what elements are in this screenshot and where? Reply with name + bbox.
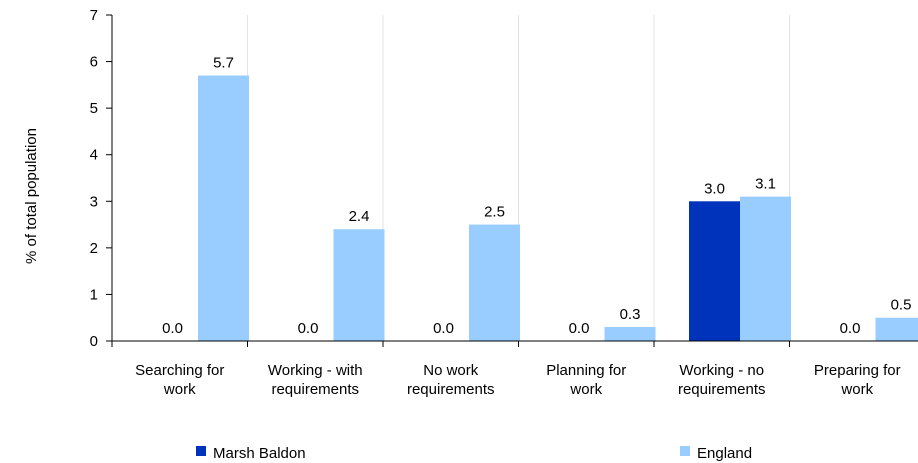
x-tick-label-line: requirements [678, 381, 766, 398]
legend-label: Marsh Baldon [213, 445, 306, 462]
bar-value-label: 5.7 [213, 55, 234, 72]
bar-value-label: 0.0 [433, 320, 454, 337]
bar [198, 75, 249, 342]
legend-swatch [680, 446, 690, 456]
y-axis-title: % of total population [23, 128, 40, 264]
bar-value-label: 2.5 [484, 204, 505, 221]
x-axis: Searching for work Working - with requireme… [106, 340, 918, 398]
y-tick-label: 2 [90, 240, 98, 257]
x-tick-label: Preparing for work [814, 362, 901, 398]
x-tick-label-line: Working - no [679, 362, 764, 379]
x-tick-label-line: Searching for [135, 362, 224, 379]
x-tick-label: Working - no requirements [678, 362, 766, 398]
x-tick-label-line: Planning for [546, 362, 626, 379]
x-tick-label: No work requirements [407, 362, 495, 398]
y-tick-label: 1 [90, 286, 98, 303]
bar [333, 229, 385, 341]
x-tick-label-line: work [163, 381, 196, 398]
legend-label: England [697, 445, 752, 462]
bar-value-label: 0.0 [569, 320, 590, 337]
y-tick-label: 5 [90, 100, 98, 117]
legend: Marsh Baldon England [196, 445, 752, 462]
x-tick-label-line: work [840, 381, 873, 398]
bar-value-label: 0.0 [298, 320, 319, 337]
bar [740, 196, 791, 341]
value-labels: 0.0 5.7 0.0 2.4 0.0 2.5 0.0 0.3 3.0 3.1 0.0 0.5 [162, 55, 911, 337]
bar-value-label: 3.1 [755, 176, 776, 193]
x-tick-label-line: work [569, 381, 602, 398]
y-tick-label: 0 [90, 333, 98, 350]
bar [604, 327, 656, 341]
x-tick-label-line: requirements [407, 381, 495, 398]
bar-value-label: 2.4 [349, 208, 370, 225]
x-tick-label: Searching for work [135, 362, 224, 398]
bar-value-label: 3.0 [704, 180, 725, 197]
y-tick-label: 7 [90, 7, 98, 24]
bar-value-label: 0.5 [891, 297, 912, 314]
bars [198, 75, 918, 342]
bar [469, 224, 520, 341]
x-tick-label-line: requirements [271, 381, 359, 398]
bar-value-label: 0.0 [162, 320, 183, 337]
x-tick-label-line: Preparing for [814, 362, 901, 379]
y-axis: 0 1 2 3 4 5 6 7 [90, 7, 113, 350]
legend-swatch [196, 446, 206, 456]
x-tick-label: Planning for work [546, 362, 626, 398]
y-tick-label: 6 [90, 54, 98, 71]
bar [689, 201, 740, 341]
bar [875, 317, 918, 341]
y-tick-label: 4 [90, 147, 98, 164]
bar-value-label: 0.3 [620, 306, 641, 323]
bar-value-label: 0.0 [840, 320, 861, 337]
x-tick-label-line: No work [423, 362, 479, 379]
y-tick-label: 3 [90, 193, 98, 210]
x-tick-label-line: Working - with [268, 362, 363, 379]
x-tick-label: Working - with requirements [268, 362, 363, 398]
